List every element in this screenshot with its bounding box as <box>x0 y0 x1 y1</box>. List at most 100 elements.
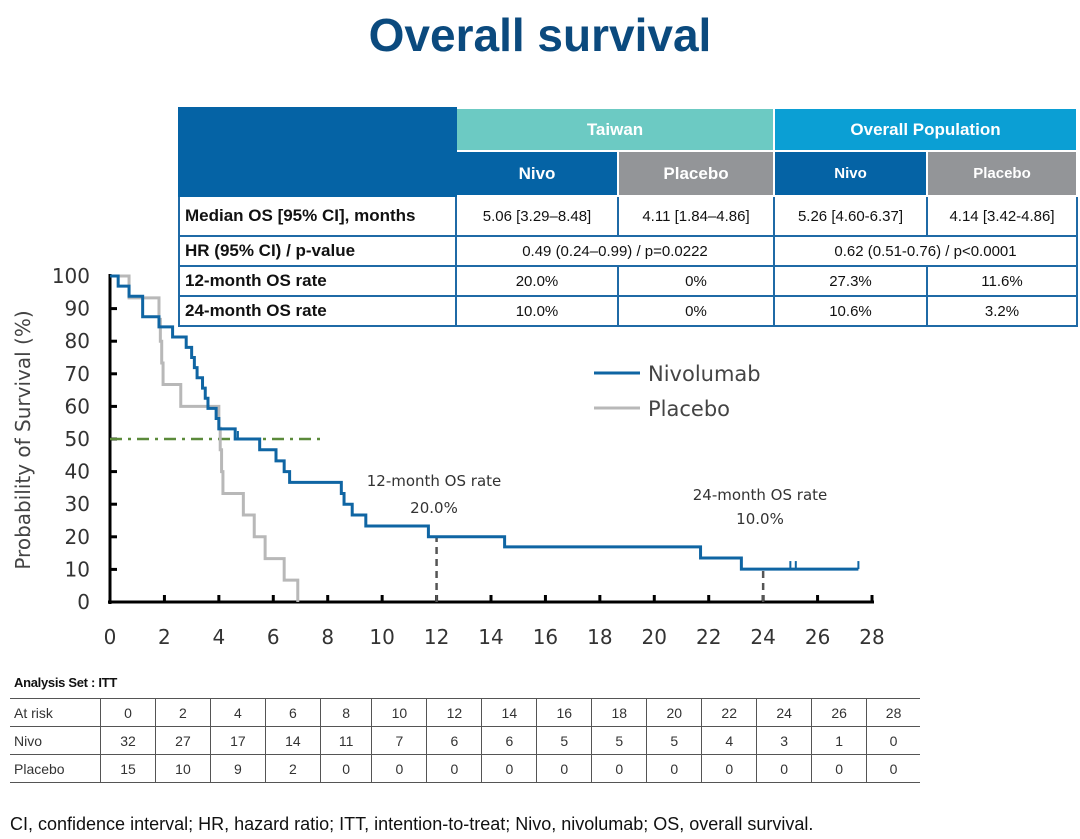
page-title: Overall survival <box>368 9 712 61</box>
x-tick-label: 20 <box>642 625 667 649</box>
x-tick-label: 14 <box>478 625 503 649</box>
table-row: Median OS [95% CI], months 5.06 [3.29–8.… <box>178 195 1078 237</box>
at-risk-cell: 16 <box>536 698 592 727</box>
cell: 3.2% <box>926 295 1078 327</box>
at-risk-cell: 0 <box>701 754 757 783</box>
at-risk-cell: 5 <box>536 726 592 755</box>
group-taiwan: Taiwan <box>455 107 775 152</box>
x-tick-label: 26 <box>805 625 830 649</box>
at-risk-cell: 10 <box>154 754 211 783</box>
at-risk-cell: 17 <box>209 726 266 755</box>
group-overall: Overall Population <box>773 107 1078 152</box>
x-tick-label: 28 <box>859 625 884 649</box>
cell: 0.62 (0.51-0.76) / p<0.0001 <box>773 235 1078 267</box>
y-tick-label: 40 <box>65 460 90 484</box>
arm-header: Placebo <box>926 150 1078 197</box>
cell: 11.6% <box>926 265 1078 297</box>
at-risk-cell: 0 <box>371 754 427 783</box>
at-risk-cell: 14 <box>481 698 537 727</box>
at-risk-table: At risk 0 2 4 6 8 10 12 14 16 18 20 22 24 26 28 Nivo 32 27… <box>10 698 920 783</box>
arm-header: Nivo <box>455 150 619 197</box>
at-risk-cell: 0 <box>100 698 156 727</box>
at-risk-cell: 26 <box>811 698 867 727</box>
at-risk-cell: 10 <box>371 698 427 727</box>
y-tick-label: 50 <box>65 427 90 451</box>
at-risk-cell: 27 <box>154 726 211 755</box>
at-risk-cell: 0 <box>536 754 592 783</box>
legend-label: Nivolumab <box>648 362 761 386</box>
at-risk-cell: 5 <box>591 726 647 755</box>
x-tick-label: 12 <box>424 625 449 649</box>
cell: 27.3% <box>773 265 928 297</box>
at-risk-cell: 0 <box>591 754 647 783</box>
cell: 5.26 [4.60-6.37] <box>773 195 928 237</box>
row-label: HR (95% CI) / p-value <box>178 235 457 267</box>
x-tick-label: 24 <box>750 625 775 649</box>
cell: 4.11 [1.84–4.86] <box>617 195 775 237</box>
at-risk-cell: 11 <box>319 726 372 755</box>
y-tick-label: 90 <box>65 297 90 321</box>
arm-header: Placebo <box>617 150 775 197</box>
at-risk-cell: 6 <box>481 726 537 755</box>
x-tick-label: 16 <box>533 625 558 649</box>
at-risk-cell: 6 <box>426 726 482 755</box>
table-row: HR (95% CI) / p-value 0.49 (0.24–0.99) /… <box>178 235 1078 267</box>
cell: 5.06 [3.29–8.48] <box>455 195 619 237</box>
at-risk-cell: 32 <box>100 726 156 755</box>
at-risk-cell: 0 <box>319 754 372 783</box>
at-risk-cell: 0 <box>811 754 867 783</box>
x-tick-label: 2 <box>158 625 171 649</box>
at-risk-cell: 0 <box>866 754 920 783</box>
at-risk-cell: 4 <box>209 698 266 727</box>
at-risk-cell: 20 <box>646 698 702 727</box>
row-label: Median OS [95% CI], months <box>178 195 457 237</box>
y-tick-label: 60 <box>65 394 90 418</box>
at-risk-cell: 18 <box>591 698 647 727</box>
y-tick-label: 100 <box>52 264 90 288</box>
y-axis-label: Probability of Survival (%) <box>11 310 35 569</box>
row-label: 12-month OS rate <box>178 265 457 297</box>
x-tick-label: 22 <box>696 625 721 649</box>
footnote: CI, confidence interval; HR, hazard rati… <box>10 814 814 834</box>
annotation-label: 12-month OS rate <box>367 472 502 490</box>
at-risk-cell: 14 <box>264 726 321 755</box>
at-risk-cell: 24 <box>756 698 812 727</box>
y-tick-label: 80 <box>65 329 90 353</box>
y-tick-label: 30 <box>65 492 90 516</box>
cell: 0% <box>617 295 775 327</box>
at-risk-cell: 0 <box>756 754 812 783</box>
at-risk-cell: 8 <box>319 698 372 727</box>
at-risk-row-label: Nivo <box>10 726 101 755</box>
cell: 20.0% <box>455 265 619 297</box>
at-risk-cell: 0 <box>866 726 920 755</box>
at-risk-cell: 2 <box>154 698 211 727</box>
cell: 10.0% <box>455 295 619 327</box>
cell: 4.14 [3.42-4.86] <box>926 195 1078 237</box>
y-tick-label: 10 <box>65 557 90 581</box>
legend-label: Placebo <box>648 397 730 421</box>
at-risk-cell: 1 <box>811 726 867 755</box>
at-risk-row: Placebo 15 10 9 2 0 0 0 0 0 0 0 0 0 0 0 <box>10 754 920 783</box>
at-risk-cell: 4 <box>701 726 757 755</box>
y-tick-label: 20 <box>65 525 90 549</box>
x-tick-label: 8 <box>321 625 334 649</box>
at-risk-cell: 0 <box>426 754 482 783</box>
at-risk-row-label: At risk <box>10 698 101 727</box>
at-risk-cell: 7 <box>371 726 427 755</box>
at-risk-cell: 5 <box>646 726 702 755</box>
row-label: 24-month OS rate <box>178 295 457 327</box>
analysis-set-label: Analysis Set : ITT <box>14 675 117 690</box>
at-risk-row: Nivo 32 27 17 14 11 7 6 6 5 5 5 4 3 1 0 <box>10 726 920 755</box>
y-tick-label: 70 <box>65 362 90 386</box>
cell: 0.49 (0.24–0.99) / p=0.0222 <box>455 235 775 267</box>
cell: 0% <box>617 265 775 297</box>
at-risk-cell: 0 <box>481 754 537 783</box>
y-tick-label: 0 <box>77 590 90 614</box>
at-risk-cell: 12 <box>426 698 482 727</box>
cell: 10.6% <box>773 295 928 327</box>
at-risk-cell: 3 <box>756 726 812 755</box>
at-risk-cell: 0 <box>646 754 702 783</box>
annotation-label: 24-month OS rate <box>693 486 828 504</box>
at-risk-cell: 15 <box>100 754 156 783</box>
